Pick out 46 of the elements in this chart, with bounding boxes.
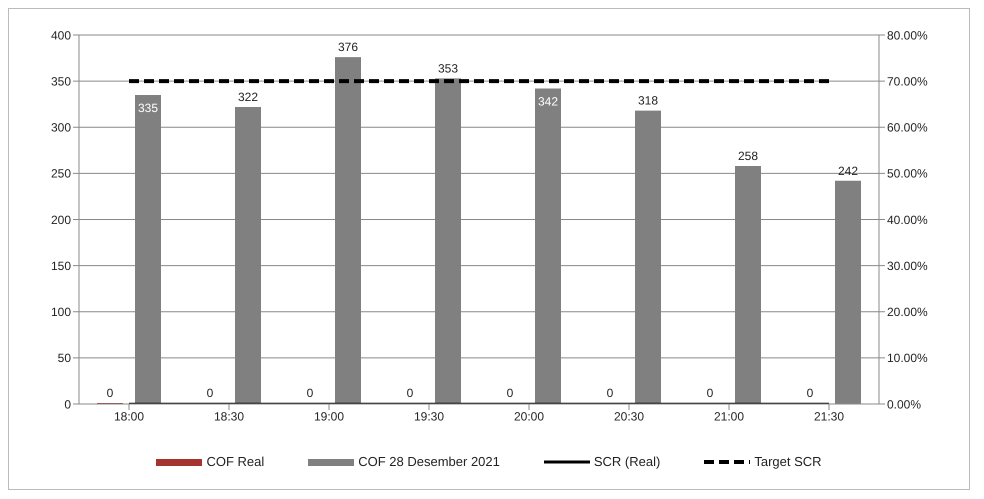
data-label: 0 [106, 386, 114, 400]
y2-tick-label: 30.00% [887, 258, 928, 273]
data-label: 342 [538, 94, 558, 109]
y2-tick-label: 70.00% [887, 74, 928, 88]
y2-tick-label: 0.00% [887, 397, 922, 412]
y2-tick-label: 60.00% [887, 120, 928, 135]
x-tick-label: 19:30 [414, 410, 444, 424]
y2-tick-label: 50.00% [887, 166, 928, 181]
legend-label: Target SCR [754, 454, 822, 469]
x-tick-label: 20:00 [514, 410, 544, 424]
y2-tick-label: 40.00% [887, 212, 928, 227]
y-tick-label: 250 [50, 166, 72, 181]
y-tick-label: 50 [58, 351, 72, 366]
x-tick-label: 18:30 [214, 410, 244, 424]
x-tick-label: 21:30 [814, 410, 844, 424]
data-label: 242 [838, 164, 858, 178]
data-label: 0 [206, 386, 214, 400]
data-label: 0 [606, 386, 614, 400]
y-tick-label: 350 [50, 74, 72, 88]
data-label: 322 [238, 90, 258, 104]
x-tick-label: 21:00 [714, 410, 744, 424]
data-label: 376 [338, 40, 358, 54]
data-label: 335 [138, 100, 158, 115]
legend-label: COF Real [206, 454, 264, 469]
y-tick-label: 100 [50, 305, 72, 320]
y2-tick-label: 10.00% [887, 351, 928, 366]
data-label: 0 [806, 386, 814, 400]
data-label: 318 [638, 94, 658, 108]
data-label: 0 [706, 386, 714, 400]
x-tick-label: 20:30 [614, 410, 644, 424]
y-tick-label: 200 [50, 212, 72, 227]
data-label: 258 [738, 148, 758, 163]
data-label: 0 [306, 386, 314, 400]
data-label: 353 [438, 61, 458, 76]
y-tick-label: 300 [50, 120, 72, 135]
x-tick-label: 18:00 [114, 410, 144, 424]
y-tick-label: 0 [64, 397, 72, 412]
x-tick-label: 19:00 [314, 410, 344, 424]
y2-tick-label: 20.00% [887, 305, 928, 320]
data-label: 0 [406, 386, 414, 400]
data-label: 0 [506, 386, 514, 400]
legend-label: COF 28 Desember 2021 [358, 454, 500, 469]
y-tick-label: 150 [50, 258, 72, 273]
legend-label: SCR (Real) [594, 454, 660, 469]
y2-tick-label: 80.00% [887, 28, 928, 42]
y-tick-label: 400 [50, 28, 72, 42]
